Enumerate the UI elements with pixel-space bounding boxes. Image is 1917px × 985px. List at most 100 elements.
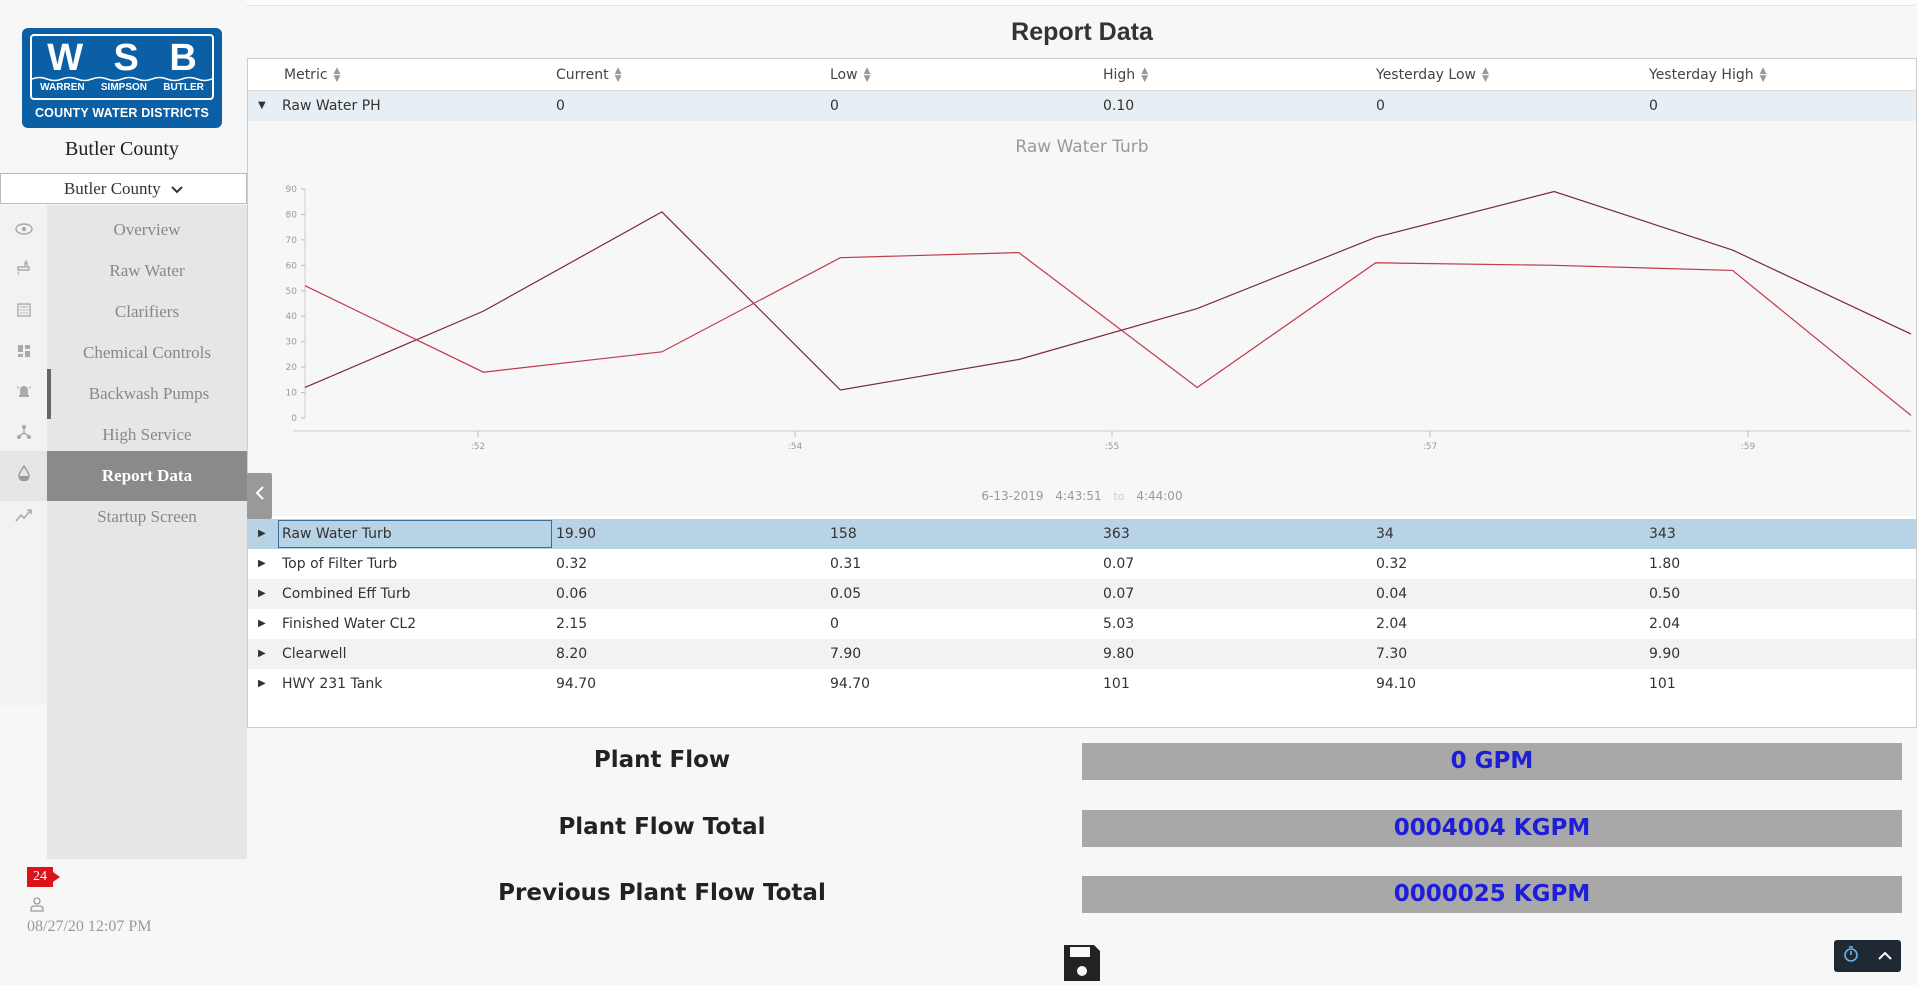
- y-tick-label: 40: [286, 312, 298, 322]
- table-cell: 0: [830, 98, 839, 114]
- column-header-high[interactable]: High ▲ ▼: [1103, 59, 1148, 91]
- column-header-label: Yesterday High: [1649, 67, 1754, 83]
- nav-list: Overview Raw Water Clarifiers Chemical C…: [47, 205, 247, 859]
- faucet-icon[interactable]: [0, 246, 47, 296]
- table-row[interactable]: ▶ Raw Water Turb 19.90 158 363 34 343: [248, 519, 1916, 549]
- logo-subtitle: COUNTY WATER DISTRICTS: [34, 106, 210, 120]
- page-title: Report Data: [1011, 18, 1153, 46]
- table-cell: 94.70: [556, 676, 597, 692]
- eye-icon[interactable]: [0, 205, 47, 255]
- column-header-low[interactable]: Low ▲ ▼: [830, 59, 871, 91]
- trend-icon[interactable]: [0, 492, 47, 542]
- logo-words: WARREN SIMPSON BUTLER: [32, 82, 212, 93]
- x-tick-label: :57: [1423, 442, 1437, 452]
- range-end: 4:44:00: [1136, 489, 1183, 503]
- caret-down-icon[interactable]: ▼: [258, 100, 266, 111]
- table-cell: Finished Water CL2: [282, 616, 417, 632]
- table-cell: 343: [1649, 526, 1676, 542]
- nav-item-high-service[interactable]: High Service: [102, 425, 192, 444]
- y-tick-label: 80: [286, 210, 298, 220]
- user-icon[interactable]: [29, 896, 45, 916]
- alarm-bell-icon[interactable]: [0, 369, 47, 419]
- nav-item-startup-screen[interactable]: Startup Screen: [97, 507, 197, 526]
- column-header-metric[interactable]: Metric ▲ ▼: [284, 59, 340, 91]
- network-icon[interactable]: [0, 410, 47, 460]
- table-cell: 9.80: [1103, 646, 1135, 662]
- nav-item-overview[interactable]: Overview: [113, 220, 181, 239]
- table-cell: 19.90: [556, 526, 597, 542]
- chart-area: Raw Water Turb 0 10 20 30 40 50 60 70 80 90:52:54…: [248, 121, 1916, 516]
- county-title: Butler County: [65, 138, 179, 160]
- logo-letter: S: [113, 37, 139, 79]
- table-header: Metric ▲ ▼ Current ▲ ▼ Low ▲ ▼ High ▲ ▼ Yesterda…: [248, 59, 1916, 91]
- collapse-sidebar-button[interactable]: [247, 473, 272, 519]
- table-cell: HWY 231 Tank: [282, 676, 383, 692]
- plant-flow-value: 0 GPM: [1082, 743, 1902, 780]
- logo-word: SIMPSON: [100, 82, 147, 93]
- logo-letter: B: [169, 37, 197, 79]
- save-icon[interactable]: [1062, 943, 1102, 983]
- sort-icon[interactable]: ▲ ▼: [1141, 66, 1149, 84]
- column-header-yesterday-high[interactable]: Yesterday High ▲ ▼: [1649, 59, 1767, 91]
- caret-right-icon[interactable]: ▶: [258, 678, 266, 689]
- column-header-label: High: [1103, 67, 1136, 83]
- corner-widget[interactable]: [1834, 940, 1901, 972]
- logo-letters: W S B: [32, 38, 212, 78]
- sort-icon[interactable]: ▲ ▼: [1759, 66, 1767, 84]
- county-select[interactable]: Butler County: [0, 173, 247, 204]
- table-cell: Raw Water PH: [282, 98, 381, 114]
- table-row[interactable]: ▶ HWY 231 Tank 94.70 94.70 101 94.10 101: [248, 669, 1916, 699]
- sort-icon[interactable]: ▲ ▼: [614, 66, 622, 84]
- x-tick-label: :54: [788, 442, 803, 452]
- caret-right-icon[interactable]: ▶: [258, 648, 266, 659]
- table-cell: 94.70: [830, 676, 871, 692]
- table-cell: 0: [1649, 98, 1658, 114]
- table-cell: 0.10: [1103, 98, 1135, 114]
- caret-right-icon[interactable]: ▶: [258, 528, 266, 539]
- table-cell-selected[interactable]: Raw Water Turb: [278, 520, 552, 548]
- previous-plant-flow-total-value: 0000025 KGPM: [1082, 876, 1902, 913]
- caret-right-icon[interactable]: ▶: [258, 588, 266, 599]
- table-cell: 158: [830, 526, 857, 542]
- table-row[interactable]: ▶ Combined Eff Turb 0.06 0.05 0.07 0.04 …: [248, 579, 1916, 609]
- y-tick-label: 30: [286, 338, 298, 348]
- sort-icon[interactable]: ▲ ▼: [1481, 66, 1489, 84]
- chevron-up-icon[interactable]: [1878, 947, 1892, 965]
- stopwatch-icon[interactable]: [1843, 946, 1859, 966]
- dashboard-icon[interactable]: [0, 328, 47, 378]
- nav-item-raw-water[interactable]: Raw Water: [109, 261, 185, 280]
- sort-icon[interactable]: ▲ ▼: [863, 66, 871, 84]
- table-cell: 0.06: [556, 586, 588, 602]
- nav-item-chemical-controls[interactable]: Chemical Controls: [83, 343, 211, 362]
- table-cell: 0.04: [1376, 586, 1408, 602]
- table-row-expanded[interactable]: ▼ Raw Water PH 0 0 0.10 0 0: [248, 91, 1916, 121]
- nav-item-report-data[interactable]: Report Data: [47, 451, 247, 501]
- column-header-label: Yesterday Low: [1376, 67, 1476, 83]
- line-chart: 0 10 20 30 40 50 60 70 80 90:52:54:55:57:59: [286, 185, 1912, 452]
- plant-flow-label: Plant Flow: [593, 747, 731, 773]
- chart-time-range: 6-13-2019 4:43:51 to 4:44:00: [248, 489, 1916, 503]
- caret-right-icon[interactable]: ▶: [258, 558, 266, 569]
- y-tick-label: 70: [286, 236, 298, 246]
- table-row[interactable]: ▶ Top of Filter Turb 0.32 0.31 0.07 0.32…: [248, 549, 1916, 579]
- nav-item-backwash-pumps[interactable]: Backwash Pumps: [47, 369, 247, 419]
- plant-flow-total-value: 0004004 KGPM: [1082, 810, 1902, 847]
- sort-icon[interactable]: ▲ ▼: [333, 66, 341, 84]
- table-cell: 0.32: [556, 556, 588, 572]
- calculator-icon[interactable]: [0, 287, 47, 337]
- table-cell: 0.32: [1376, 556, 1408, 572]
- drop-icon[interactable]: [0, 451, 47, 501]
- y-tick-label: 0: [291, 414, 297, 424]
- y-tick-label: 10: [286, 389, 298, 399]
- table-row[interactable]: ▶ Finished Water CL2 2.15 0 5.03 2.04 2.…: [248, 609, 1916, 639]
- table-row[interactable]: ▶ Clearwell 8.20 7.90 9.80 7.30 9.90: [248, 639, 1916, 669]
- x-tick-label: :55: [1105, 442, 1119, 452]
- range-to: to: [1113, 490, 1125, 503]
- nav-item-clarifiers[interactable]: Clarifiers: [114, 302, 180, 321]
- column-header-current[interactable]: Current ▲ ▼: [556, 59, 622, 91]
- logo-frame: W S B WARREN SIMPSON BUTLER: [30, 34, 214, 100]
- table-cell: 0: [1376, 98, 1385, 114]
- column-header-yesterday-low[interactable]: Yesterday Low ▲ ▼: [1376, 59, 1489, 91]
- notification-badge[interactable]: 24: [27, 867, 60, 887]
- caret-right-icon[interactable]: ▶: [258, 618, 266, 629]
